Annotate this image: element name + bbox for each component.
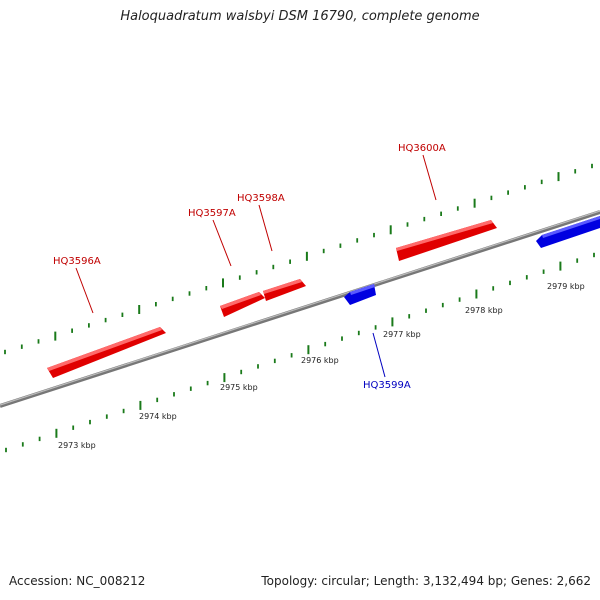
scale-label: 2976 kbp: [301, 356, 339, 365]
gene-HQ3598A[interactable]: [263, 279, 306, 301]
scale-label: 2975 kbp: [220, 383, 258, 392]
scale-label: 2977 kbp: [383, 330, 421, 339]
genome-backbone: [0, 210, 600, 408]
scale-label: 2978 kbp: [465, 306, 503, 315]
genome-summary-text: Topology: circular; Length: 3,132,494 bp…: [261, 574, 591, 588]
scale-label: 2979 kbp: [547, 282, 585, 291]
upper-tick-track: [4, 163, 593, 355]
gene-HQ3597A[interactable]: [220, 292, 265, 317]
genome-title: Haloquadratum walsbyi DSM 16790, complet…: [120, 9, 480, 24]
scale-label: 2974 kbp: [139, 412, 177, 421]
scale-label: 2973 kbp: [58, 441, 96, 450]
gene-HQ3600A[interactable]: [396, 220, 497, 261]
accession-text: Accession: NC_008212: [9, 574, 146, 588]
gene-label-HQ3600A: HQ3600A: [398, 143, 446, 154]
gene-label-HQ3596A: HQ3596A: [53, 256, 101, 267]
gene-HQ3599A[interactable]: [344, 284, 376, 305]
gene-label-HQ3598A: HQ3598A: [237, 193, 285, 204]
lower-tick-track: [5, 252, 595, 453]
gene-unlabeled-reverse[interactable]: [536, 216, 600, 248]
gene-label-HQ3599A: HQ3599A: [363, 380, 411, 391]
gene-label-HQ3597A: HQ3597A: [188, 208, 236, 219]
gene-HQ3596A[interactable]: [47, 327, 166, 378]
